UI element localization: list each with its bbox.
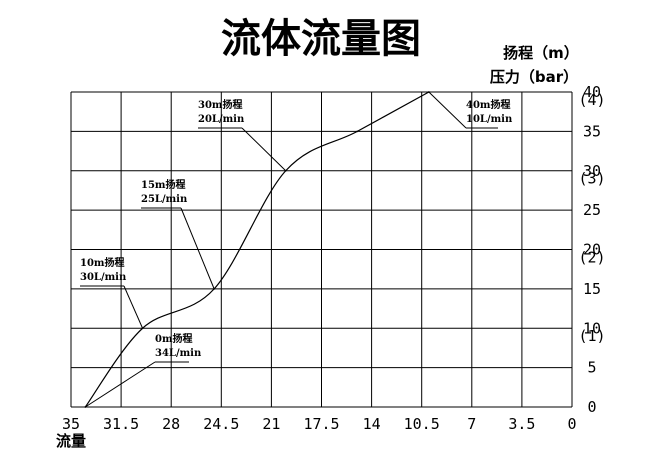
y-tick-label: 5 [587, 359, 596, 377]
y-tick-label: 10 [583, 319, 601, 337]
x-axis-label: 流量 [56, 432, 86, 450]
annotation-head-label: 0m扬程 [155, 332, 193, 345]
x-tick-label: 24.5 [203, 415, 239, 433]
annotation-flow-label: 10L/min [466, 114, 513, 125]
x-tick-label: 21 [262, 415, 280, 433]
annotation-head-label: 10m扬程 [80, 256, 125, 269]
annotation-leader-line [123, 285, 144, 329]
x-tick-label: 7 [467, 415, 476, 433]
x-tick-label: 28 [162, 415, 180, 433]
pressure-tick-label: (4) [578, 91, 605, 109]
x-tick-label: 3.5 [508, 415, 535, 433]
x-tick-label: 17.5 [303, 415, 339, 433]
annotation-flow-label: 34L/min [155, 348, 202, 359]
x-tick-label: 14 [363, 415, 381, 433]
y-tick-label: 20 [583, 241, 601, 259]
y-tick-label: 35 [583, 122, 601, 140]
chart-title: 流体流量图 [221, 16, 421, 62]
y-axis-label-head: 扬程（m） [503, 44, 579, 62]
x-tick-label: 10.5 [404, 415, 440, 433]
annotation-head-label: 30m扬程 [198, 98, 243, 111]
y-axis-label-pressure: 压力（bar） [490, 68, 578, 86]
pressure-tick-label: (2) [578, 248, 605, 266]
annotation-leader-line [241, 127, 287, 172]
y-tick-label: 25 [583, 201, 601, 219]
y-tick-label: 15 [583, 280, 601, 298]
annotation-leader-line [85, 361, 156, 408]
annotation-leader-line [180, 207, 215, 290]
data-point [356, 130, 359, 133]
annotation-flow-label: 30L/min [80, 272, 127, 283]
annotation-flow-label: 25L/min [141, 194, 188, 205]
performance-curve [84, 91, 430, 408]
annotation-leader-line [428, 91, 467, 129]
x-tick-label: 31.5 [103, 415, 139, 433]
pressure-tick-label: (3) [578, 170, 605, 188]
annotation-flow-label: 20L/min [198, 114, 245, 125]
x-tick-label: 35 [62, 415, 80, 433]
pressure-tick-label: (1) [578, 327, 605, 345]
y-tick-label: 40 [583, 83, 601, 101]
annotation-head-label: 40m扬程 [466, 98, 511, 111]
y-tick-label: 30 [583, 162, 601, 180]
x-tick-label: 0 [567, 415, 576, 433]
annotation-head-label: 15m扬程 [141, 178, 186, 191]
y-tick-label: 0 [587, 398, 596, 416]
